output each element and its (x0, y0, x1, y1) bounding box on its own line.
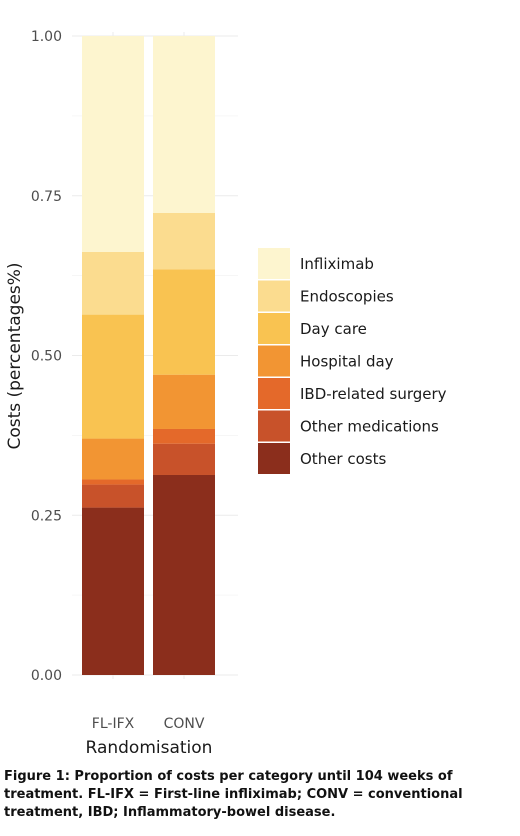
legend-key (258, 410, 290, 442)
y-tick-labels: 0.00 0.25 0.50 0.75 1.00 (31, 29, 62, 684)
bar-segment-other-medications (82, 484, 144, 508)
legend-key (258, 443, 290, 474)
legend: Infliximab Endoscopies Day care Hospital da… (258, 248, 447, 474)
legend-label: Other medications (300, 418, 439, 436)
bar-segment-other-medications (153, 443, 215, 475)
bar-segment-day-care (153, 269, 215, 375)
bar-segment-ibd-related-surgery (153, 428, 215, 444)
y-tick-label: 0.75 (31, 189, 62, 205)
legend-key (258, 280, 290, 312)
legend-label: IBD-related surgery (300, 385, 447, 403)
legend-key (258, 378, 290, 409)
bar-segment-day-care (82, 314, 144, 439)
x-tick-label: CONV (164, 716, 205, 732)
stacked-bar-chart: 0.00 0.25 0.50 0.75 1.00 FL-IFX CONV Costs (p… (5, 29, 447, 758)
bar-segment-other-costs (153, 474, 215, 675)
y-axis-title: Costs (percentages%) (5, 262, 25, 449)
legend-key (258, 313, 290, 344)
x-tick-labels: FL-IFX CONV (92, 716, 205, 732)
bar-segment-endoscopies (82, 251, 144, 315)
legend-key (258, 345, 290, 377)
figure-caption: Figure 1: Proportion of costs per catego… (4, 769, 463, 820)
x-axis-title: Randomisation (86, 738, 213, 758)
legend-label: Infliximab (300, 255, 374, 273)
bar-segment-other-costs (82, 507, 144, 675)
bar-segment-endoscopies (153, 213, 215, 270)
legend-label: Endoscopies (300, 288, 394, 306)
bar-segment-infliximab (82, 36, 144, 252)
bar-segment-infliximab (153, 36, 215, 214)
legend-key (258, 248, 290, 279)
bar-segment-hospital-day (82, 438, 144, 480)
y-tick-label: 0.00 (31, 668, 62, 684)
legend-label: Other costs (300, 450, 386, 468)
y-tick-label: 0.50 (31, 349, 62, 365)
bar-segment-ibd-related-surgery (82, 479, 144, 485)
y-tick-label: 1.00 (31, 29, 62, 45)
legend-label: Hospital day (300, 353, 394, 371)
y-tick-label: 0.25 (31, 508, 62, 524)
bar-segment-hospital-day (153, 374, 215, 429)
x-tick-label: FL-IFX (92, 716, 135, 732)
legend-label: Day care (300, 320, 367, 338)
bars (82, 36, 215, 675)
